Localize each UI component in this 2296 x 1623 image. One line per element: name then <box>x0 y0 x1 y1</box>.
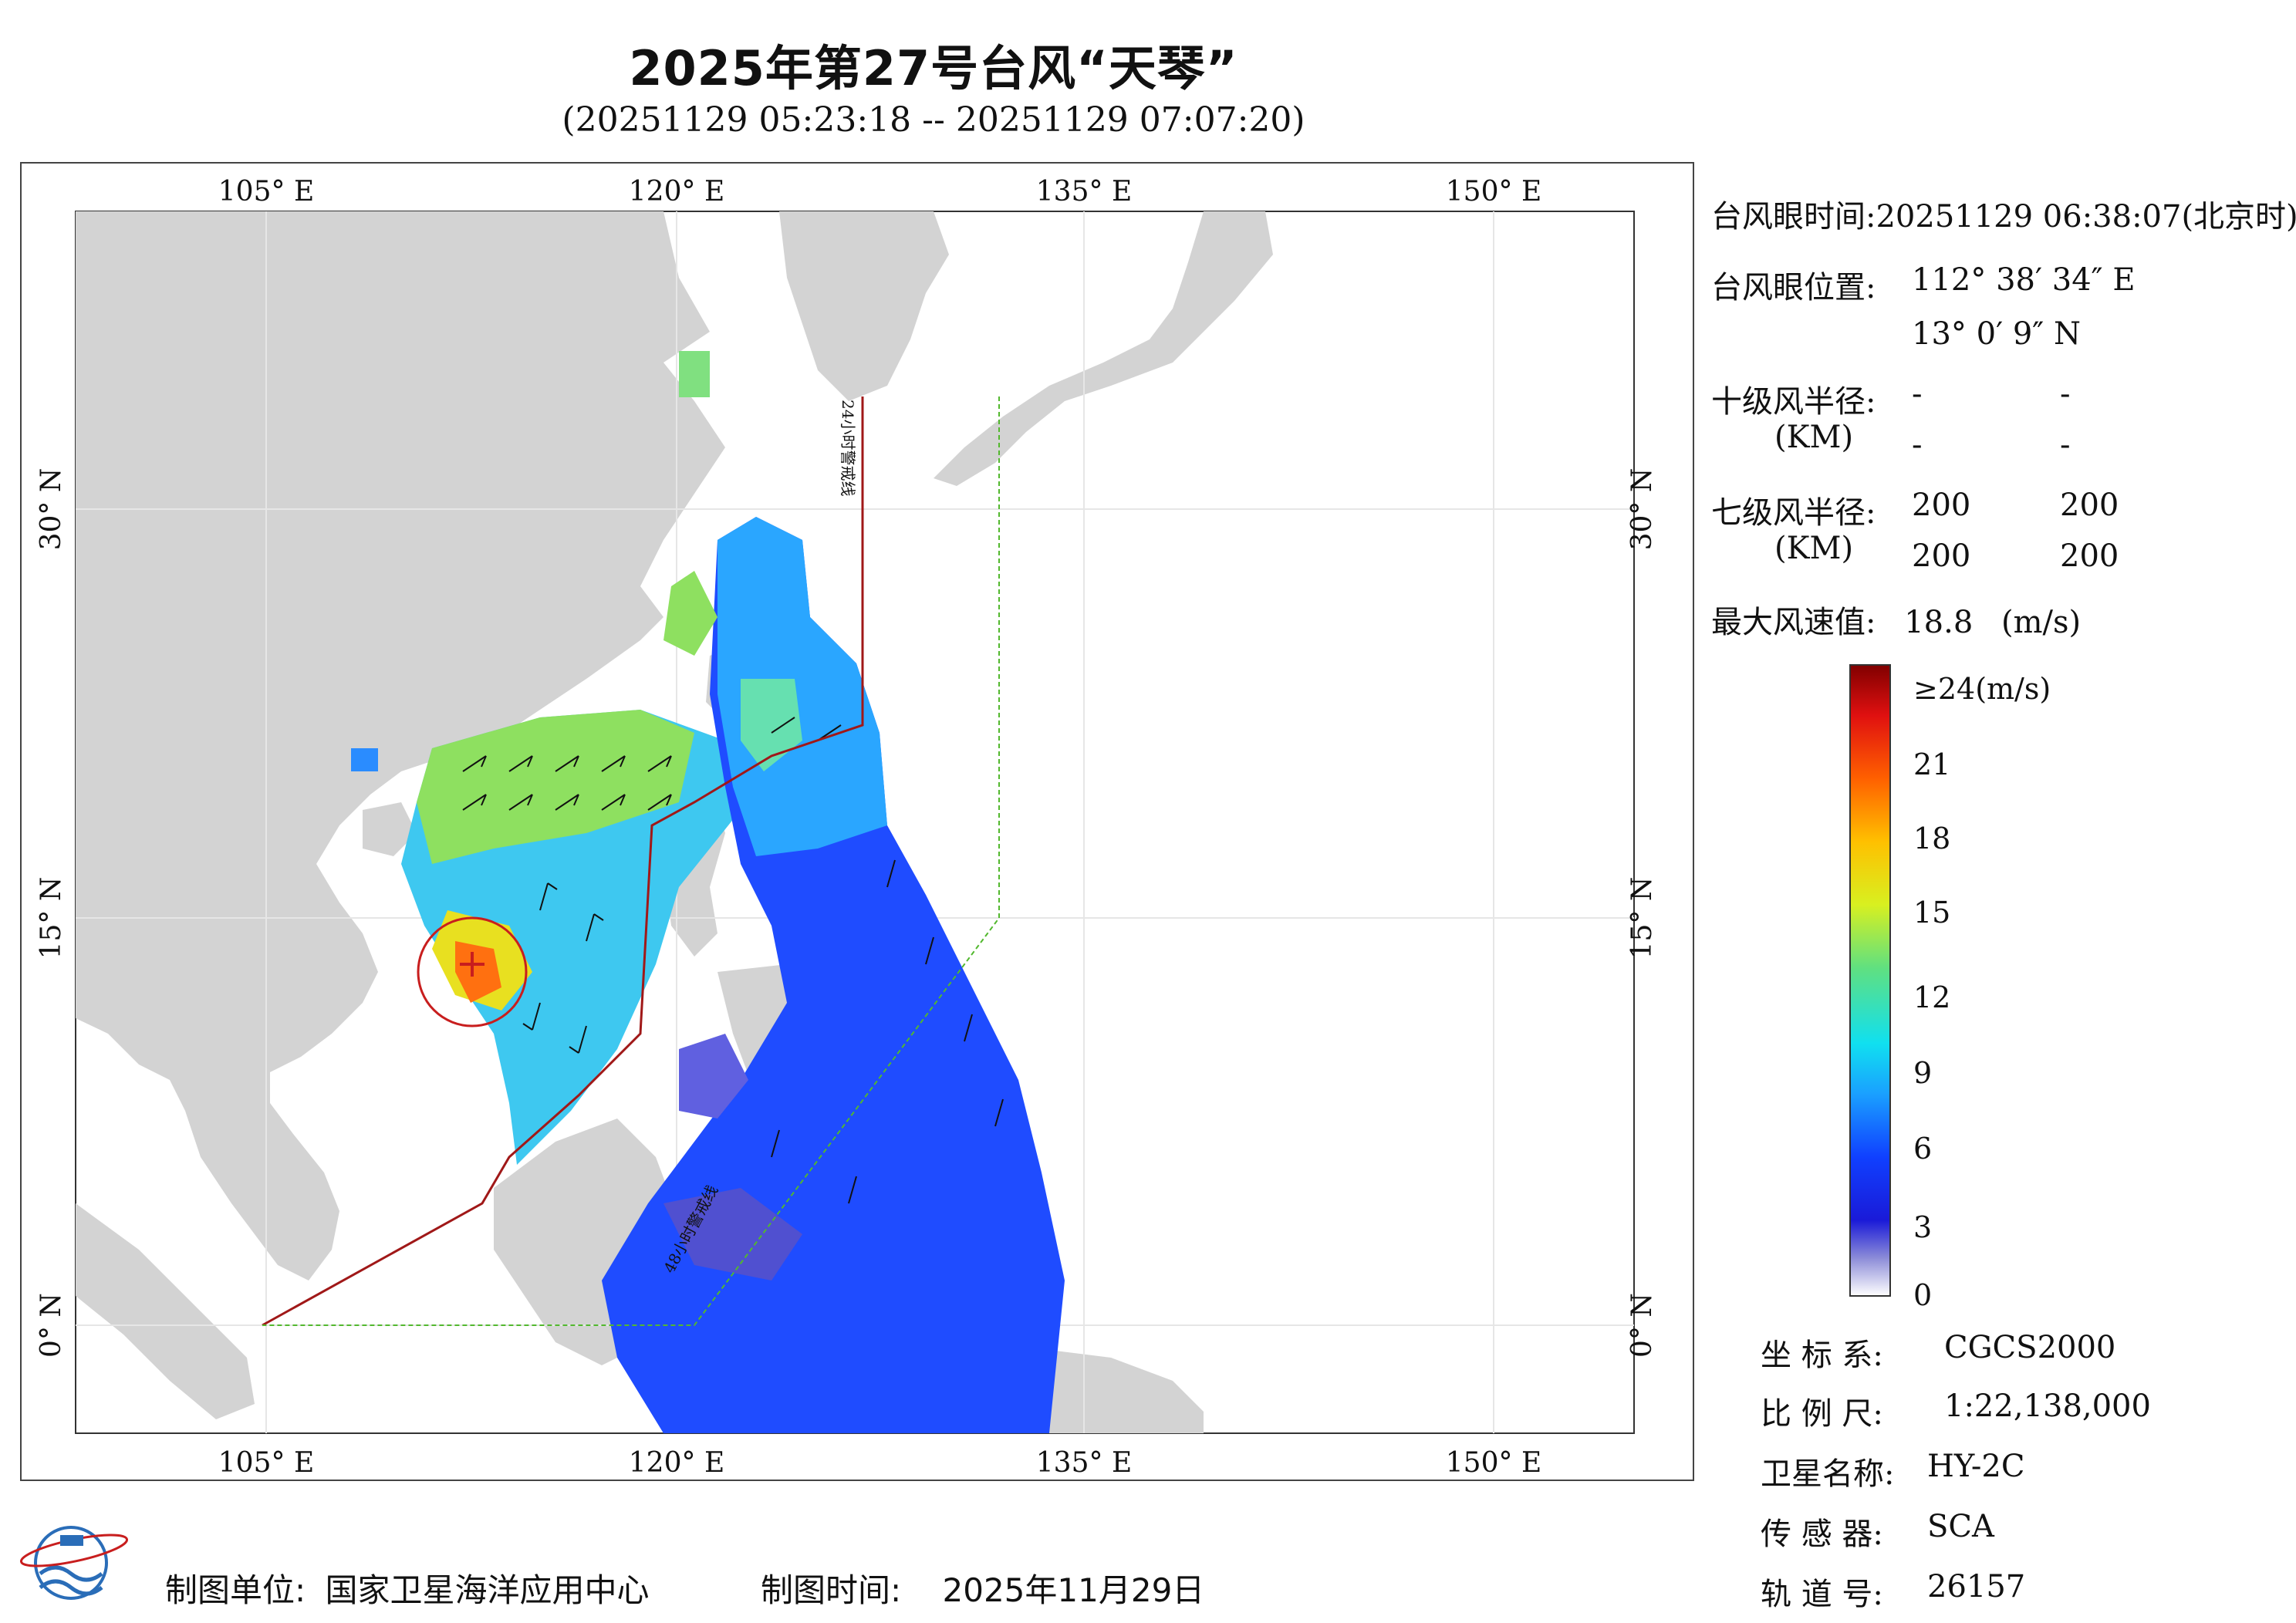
orbit-label: 轨 道 号: <box>1761 1577 1883 1612</box>
lon-label-120-top: 120° E <box>629 176 724 208</box>
lon-label-135-bottom: 135° E <box>1036 1447 1132 1479</box>
wind-cell-north <box>679 351 710 397</box>
r7-label: 七级风半径: <box>1711 495 1876 531</box>
lon-label-105-bottom: 105° E <box>218 1447 314 1479</box>
max-wind-label: 最大风速值: <box>1711 605 1876 640</box>
colorbar-label-15: 15 <box>1913 896 1950 930</box>
r7-value-3: 200 <box>1912 538 1971 574</box>
lon-label-150-bottom: 150° E <box>1446 1447 1541 1479</box>
orbit-value: 26157 <box>1927 1569 2026 1604</box>
colorbar <box>1849 664 1891 1297</box>
sensor-label: 传 感 器: <box>1761 1517 1883 1552</box>
lat-label-0-left: 0° N <box>35 1293 67 1358</box>
hainan-island <box>363 802 417 856</box>
lon-labels-top: 105° E 120° E 135° E 150° E <box>218 176 1541 208</box>
colorbar-label-24: ≥24(m/s) <box>1913 672 2051 706</box>
eye-time-value: 20251129 06:38:07(北京时) <box>1876 199 2296 235</box>
eye-lon-value: 112° 38′ 34″ E <box>1912 262 2136 298</box>
r10-value-1: - <box>1912 376 1923 412</box>
warning-line-24h-label: 24小时警戒线 <box>839 400 857 496</box>
production-date-value: 2025年11月29日 <box>942 1571 1205 1609</box>
colorbar-label-9: 9 <box>1913 1056 1932 1090</box>
lon-label-150-top: 150° E <box>1446 176 1541 208</box>
lat-label-0-right: 0° N <box>1626 1293 1658 1358</box>
r7-value-4: 200 <box>2060 538 2119 574</box>
producer-label: 制图单位: <box>165 1571 306 1609</box>
r7-value-1: 200 <box>1912 488 1971 523</box>
r10-label: 十级风半径: <box>1711 384 1876 420</box>
japan-islands <box>934 211 1273 486</box>
lat-label-30-left: 30° N <box>35 468 67 551</box>
colorbar-labels: ≥24(m/s) 21 18 15 12 9 6 3 0 <box>1913 672 2051 1312</box>
lat-labels-left: 30° N 15° N 0° N <box>35 468 67 1358</box>
colorbar-label-21: 21 <box>1913 747 1950 781</box>
lat-label-30-right: 30° N <box>1626 468 1658 551</box>
sumatra-island <box>76 1203 255 1419</box>
lat-label-15-right: 15° N <box>1626 877 1658 960</box>
typhoon-eye-circle <box>417 916 528 1027</box>
eye-time-row: 台风眼时间:20251129 06:38:07(北京时) <box>1711 191 2296 236</box>
eye-pos-label: 台风眼位置: <box>1711 270 1876 305</box>
scale-label: 比 例 尺: <box>1761 1396 1883 1432</box>
typhoon-eye-marker <box>460 952 485 977</box>
warning-line-24h <box>262 396 864 1327</box>
map-title: 2025年第27号台风“天琴” <box>629 40 1238 96</box>
wind-swath-east <box>602 517 1065 1433</box>
r7-unit: (KM) <box>1774 531 1854 566</box>
producer-value: 国家卫星海洋应用中心 <box>325 1571 650 1609</box>
eye-lat-value: 13° 0′ 9″ N <box>1912 316 2081 352</box>
r10-unit: (KM) <box>1774 420 1854 455</box>
satellite-value: HY-2C <box>1927 1449 2025 1484</box>
warning-line-48h <box>262 396 1000 1326</box>
colorbar-label-3: 3 <box>1913 1210 1932 1244</box>
wind-cell-gulf <box>351 748 378 771</box>
r7-value-2: 200 <box>2060 488 2119 523</box>
scale-value: 1:22,138,000 <box>1944 1388 2151 1424</box>
colorbar-label-6: 6 <box>1913 1132 1932 1166</box>
korean-peninsula <box>779 211 949 401</box>
crs-label: 坐 标 系: <box>1761 1338 1883 1373</box>
colorbar-label-18: 18 <box>1913 822 1950 855</box>
lon-label-135-top: 135° E <box>1036 176 1132 208</box>
lon-labels-bottom: 105° E 120° E 135° E 150° E <box>218 1447 1541 1479</box>
production-date-row: 制图时间: 2025年11月29日 <box>761 1564 1204 1611</box>
r10-value-2: - <box>2060 376 2071 412</box>
max-wind-row: 最大风速值: 18.8 (m/s) <box>1711 597 2081 642</box>
crs-value: CGCS2000 <box>1944 1330 2116 1365</box>
max-wind-value: 18.8 <box>1904 605 1974 640</box>
land-polygons <box>76 211 1273 1433</box>
r10-value-3: - <box>1912 427 1923 463</box>
production-date-label: 制图时间: <box>761 1571 902 1609</box>
observation-time-range: (20251129 05:23:18 -- 20251129 07:07:20) <box>562 100 1305 140</box>
nsoas-logo-icon <box>19 1526 129 1600</box>
lat-labels-right: 30° N 15° N 0° N <box>1626 468 1658 1358</box>
max-wind-unit: (m/s) <box>2001 605 2082 640</box>
producer-row: 制图单位: 国家卫星海洋应用中心 <box>165 1564 650 1611</box>
eye-time-label: 台风眼时间: <box>1711 199 1876 235</box>
colorbar-label-0: 0 <box>1913 1278 1932 1312</box>
lat-label-15-left: 15° N <box>35 877 67 960</box>
sensor-value: SCA <box>1927 1509 1994 1544</box>
r10-value-4: - <box>2060 427 2071 463</box>
wind-barbs <box>462 717 1004 1204</box>
satellite-label: 卫星名称: <box>1761 1456 1895 1492</box>
colorbar-label-12: 12 <box>1913 980 1950 1014</box>
asia-mainland <box>76 211 725 1281</box>
lon-label-120-bottom: 120° E <box>629 1447 724 1479</box>
lon-label-105-top: 105° E <box>218 176 314 208</box>
